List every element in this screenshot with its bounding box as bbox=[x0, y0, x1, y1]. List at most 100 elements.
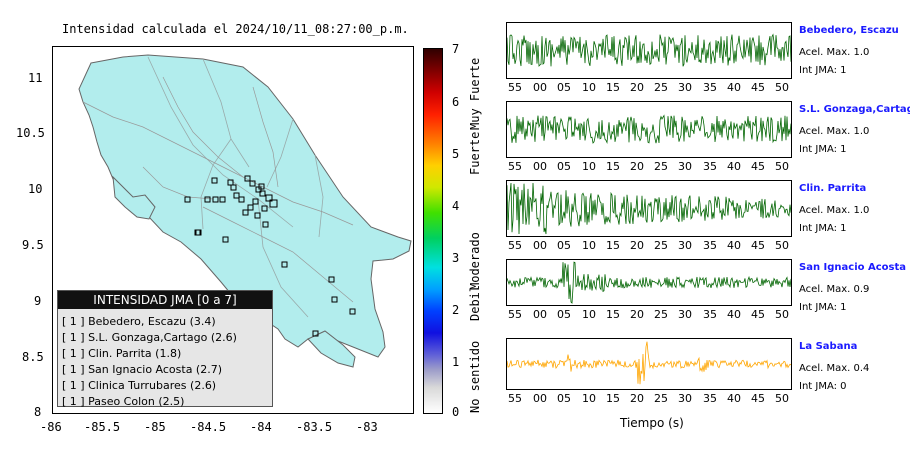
seismogram-trace[interactable] bbox=[506, 180, 792, 237]
station-name[interactable]: La Sabana bbox=[799, 341, 858, 352]
map-x-tick: -85 bbox=[144, 420, 166, 434]
station-acel-max: Acel. Max. 0.9 bbox=[799, 284, 870, 295]
map-x-tick: -84 bbox=[250, 420, 272, 434]
time-tick: 55 bbox=[508, 160, 522, 173]
waveform bbox=[506, 33, 792, 67]
waveform bbox=[506, 261, 792, 304]
colorbar-label-fuerte: Fuerte bbox=[468, 131, 482, 175]
map-x-tick: -84.5 bbox=[190, 420, 227, 434]
station-int-jma: Int JMA: 0 bbox=[799, 381, 847, 392]
legend-row: [ 1 ] Clinica Turrubares (2.6) bbox=[62, 379, 217, 392]
station-int-jma: Int JMA: 1 bbox=[799, 144, 847, 155]
time-tick: 55 bbox=[508, 308, 522, 321]
costa-rica-map bbox=[78, 54, 412, 368]
station-name[interactable]: Clin. Parrita bbox=[799, 183, 867, 194]
station-name[interactable]: Bebedero, Escazu bbox=[799, 25, 899, 36]
colorbar-tick: 4 bbox=[452, 199, 460, 213]
time-tick: 15 bbox=[606, 239, 620, 252]
time-tick: 30 bbox=[678, 239, 692, 252]
time-tick: 35 bbox=[703, 81, 717, 94]
time-tick: 10 bbox=[582, 308, 596, 321]
seismogram-trace[interactable] bbox=[506, 101, 792, 158]
time-tick: 00 bbox=[533, 392, 547, 405]
time-tick: 45 bbox=[751, 308, 765, 321]
time-tick: 55 bbox=[508, 81, 522, 94]
time-tick: 40 bbox=[727, 392, 741, 405]
seismogram-trace[interactable] bbox=[506, 338, 792, 390]
station-acel-max: Acel. Max. 0.4 bbox=[799, 363, 870, 374]
station-name[interactable]: San Ignacio Acosta bbox=[799, 262, 907, 273]
station-name[interactable]: S.L. Gonzaga,Cartago bbox=[799, 104, 910, 115]
intensity-colorbar bbox=[423, 48, 443, 414]
time-tick: 20 bbox=[630, 308, 644, 321]
colorbar-tick: 2 bbox=[452, 303, 460, 317]
station-int-jma: Int JMA: 1 bbox=[799, 302, 847, 313]
time-tick: 45 bbox=[751, 239, 765, 252]
province-borders bbox=[147, 56, 324, 318]
colorbar-label-moderado: Moderado bbox=[468, 232, 482, 290]
map-y-tick: 10.5 bbox=[16, 126, 45, 140]
time-tick: 35 bbox=[703, 392, 717, 405]
time-tick: 25 bbox=[654, 160, 668, 173]
seismogram-trace[interactable] bbox=[506, 22, 792, 79]
colorbar-tick: 5 bbox=[452, 147, 460, 161]
time-tick: 10 bbox=[582, 239, 596, 252]
map-y-tick: 10 bbox=[28, 182, 43, 196]
seismogram-trace[interactable] bbox=[506, 259, 792, 306]
time-tick: 30 bbox=[678, 160, 692, 173]
time-tick: 00 bbox=[533, 160, 547, 173]
legend-row: [ 1 ] Clin. Parrita (1.8) bbox=[62, 347, 182, 360]
time-tick: 55 bbox=[508, 239, 522, 252]
time-tick: 35 bbox=[703, 239, 717, 252]
roads bbox=[82, 76, 354, 303]
legend-title: INTENSIDAD JMA [0 a 7] bbox=[58, 291, 272, 309]
time-tick: 55 bbox=[508, 392, 522, 405]
time-tick: 20 bbox=[630, 81, 644, 94]
map-x-tick: -83.5 bbox=[296, 420, 333, 434]
time-axis-label: Tiempo (s) bbox=[620, 416, 684, 430]
time-tick: 50 bbox=[775, 308, 789, 321]
time-tick: 00 bbox=[533, 239, 547, 252]
legend-row: [ 1 ] Paseo Colon (2.5) bbox=[62, 395, 185, 408]
time-tick: 00 bbox=[533, 308, 547, 321]
osa-peninsula bbox=[307, 330, 356, 368]
time-tick: 25 bbox=[654, 308, 668, 321]
time-tick: 35 bbox=[703, 308, 717, 321]
colorbar-label-debil: Debil bbox=[468, 284, 482, 321]
station-acel-max: Acel. Max. 1.0 bbox=[799, 205, 870, 216]
time-tick: 05 bbox=[557, 392, 571, 405]
colorbar-tick: 1 bbox=[452, 355, 460, 369]
time-tick: 10 bbox=[582, 81, 596, 94]
time-tick: 45 bbox=[751, 81, 765, 94]
time-tick: 30 bbox=[678, 81, 692, 94]
time-tick: 45 bbox=[751, 160, 765, 173]
time-tick: 05 bbox=[557, 81, 571, 94]
time-tick: 15 bbox=[606, 392, 620, 405]
time-tick: 50 bbox=[775, 160, 789, 173]
station-acel-max: Acel. Max. 1.0 bbox=[799, 47, 870, 58]
time-tick: 05 bbox=[557, 239, 571, 252]
time-tick: 50 bbox=[775, 392, 789, 405]
waveform bbox=[506, 341, 792, 385]
time-tick: 35 bbox=[703, 160, 717, 173]
time-tick: 05 bbox=[557, 308, 571, 321]
time-tick: 20 bbox=[630, 160, 644, 173]
time-tick: 30 bbox=[678, 308, 692, 321]
colorbar-label-no-sentido: No sentido bbox=[468, 340, 482, 413]
colorbar-label-muy-fuerte: Muy Fuerte bbox=[468, 57, 482, 130]
time-tick: 30 bbox=[678, 392, 692, 405]
nicoya-peninsula bbox=[112, 175, 156, 220]
station-markers bbox=[184, 175, 356, 337]
time-tick: 40 bbox=[727, 81, 741, 94]
time-tick: 40 bbox=[727, 239, 741, 252]
map-x-tick: -83 bbox=[356, 420, 378, 434]
colorbar-tick: 6 bbox=[452, 95, 460, 109]
time-tick: 15 bbox=[606, 308, 620, 321]
time-tick: 40 bbox=[727, 308, 741, 321]
map-y-tick: 8.5 bbox=[22, 350, 44, 364]
colorbar-tick: 3 bbox=[452, 251, 460, 265]
time-tick: 15 bbox=[606, 160, 620, 173]
map-x-tick: -86 bbox=[40, 420, 62, 434]
time-tick: 45 bbox=[751, 392, 765, 405]
waveform bbox=[506, 182, 792, 235]
